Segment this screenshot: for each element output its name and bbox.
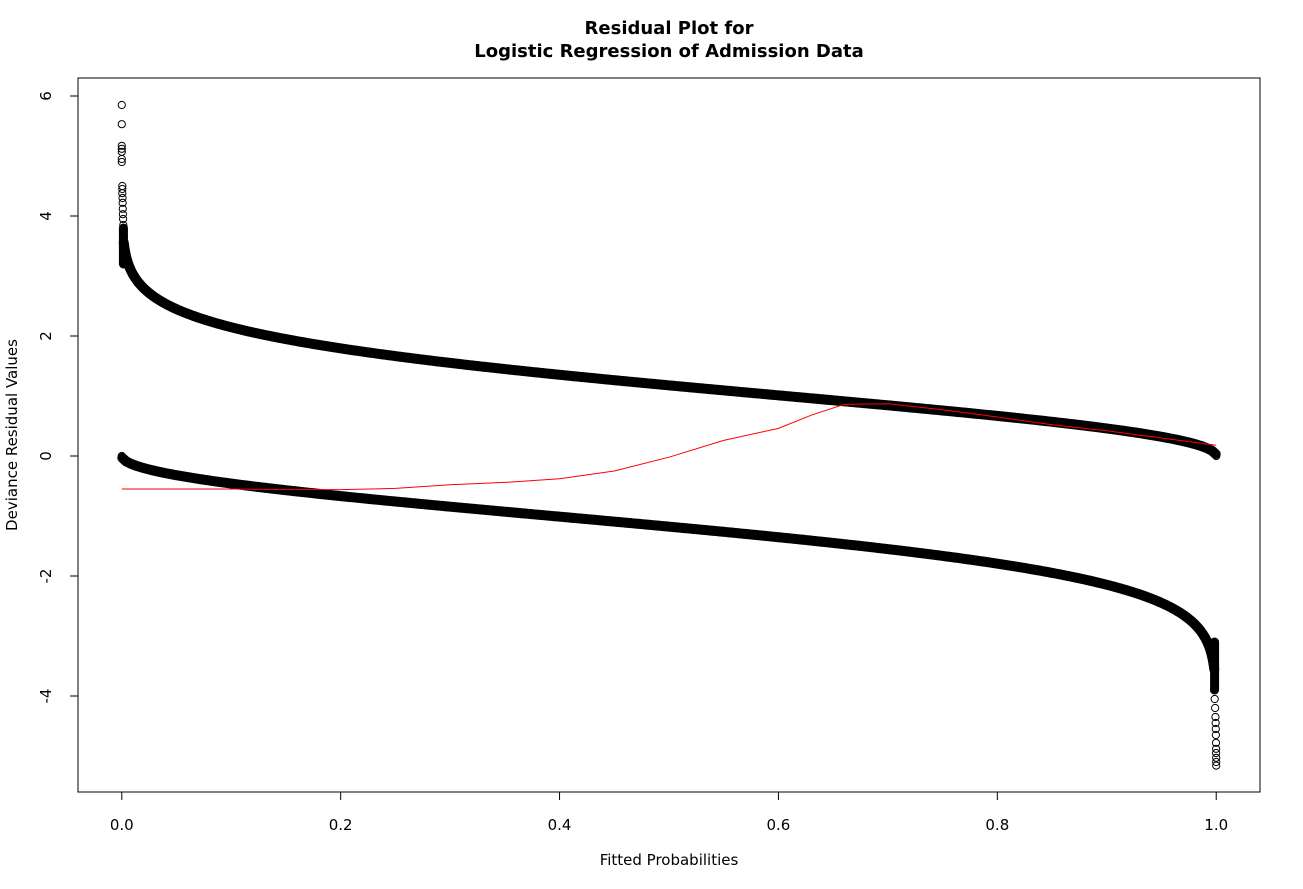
x-tick-label: 0.2: [329, 816, 353, 834]
scatter-point: [118, 204, 127, 213]
scatter-point: [117, 157, 126, 167]
scatter-point: [118, 210, 127, 219]
scatter-point: [1212, 748, 1221, 758]
scatter-point: [118, 189, 127, 198]
scatter-point: [1211, 724, 1220, 734]
scatter-point: [118, 198, 127, 207]
scatter-point: [117, 154, 126, 164]
scatter-point: [118, 184, 127, 194]
smooth-curve: [121, 403, 1217, 491]
chart-title: Residual Plot for: [585, 18, 754, 39]
scatter-point: [1210, 694, 1219, 704]
smooth-curve-line: [121, 403, 1217, 491]
scatter-point: [117, 100, 126, 110]
y-axis: -4 -2 0 2 4 6: [37, 91, 79, 704]
x-tick-label: 0.0: [110, 816, 134, 834]
x-tick-label: 1.0: [1204, 816, 1228, 834]
scatter-point: [117, 144, 126, 153]
scatter-point: [1212, 761, 1221, 770]
scatter-point: [1211, 718, 1220, 728]
y-axis-label: Deviance Residual Values: [3, 339, 21, 531]
y-tick-label: 0: [37, 451, 55, 461]
scatter-point: [1212, 757, 1221, 767]
scatter-point: [118, 214, 128, 224]
scatter-point: [1211, 730, 1220, 740]
y-tick-label: -2: [37, 569, 55, 584]
scatter-point: [1211, 703, 1220, 713]
y-tick-label: 4: [37, 211, 55, 221]
x-axis: 0.0 0.2 0.4 0.6 0.8 1.0: [110, 791, 1228, 834]
scatter-point: [1212, 753, 1221, 762]
y-tick-label: 2: [37, 331, 55, 341]
scatter-point: [117, 120, 126, 129]
scatter-point: [1212, 744, 1221, 753]
scatter-point: [117, 141, 126, 150]
chart-subtitle: Logistic Regression of Admission Data: [474, 41, 864, 62]
y-tick-label: 6: [37, 91, 55, 101]
y-tick-label: -4: [37, 689, 55, 704]
x-tick-label: 0.6: [767, 816, 791, 834]
scatter-point: [1211, 712, 1220, 722]
lower-residual-band: [117, 452, 1220, 675]
x-tick-label: 0.4: [548, 816, 572, 834]
x-tick-label: 0.8: [985, 816, 1009, 834]
scatter-point: [1211, 738, 1221, 747]
scatter-point: [118, 193, 127, 203]
x-axis-label: Fitted Probabilities: [600, 851, 739, 869]
